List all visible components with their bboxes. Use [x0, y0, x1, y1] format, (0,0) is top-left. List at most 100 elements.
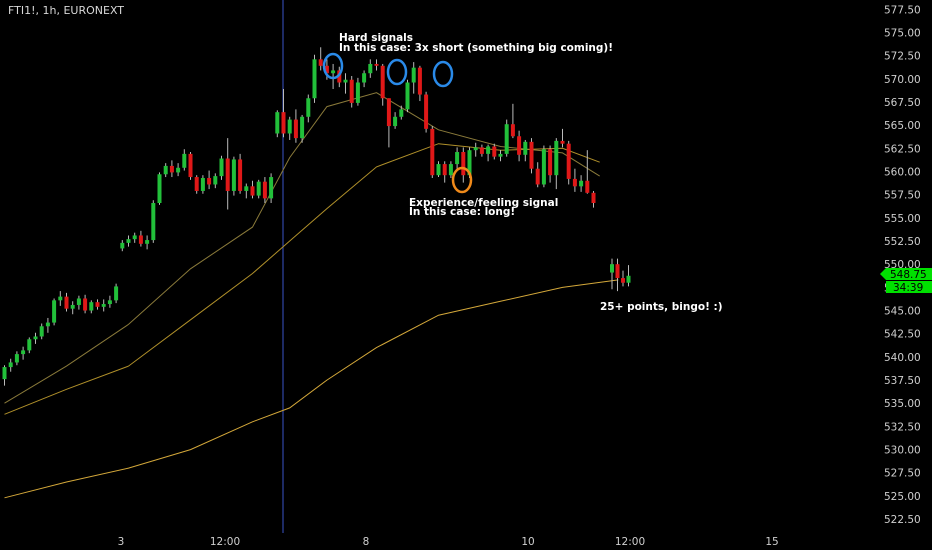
candle: [27, 337, 31, 353]
candle-body: [96, 302, 100, 307]
candle: [455, 147, 459, 168]
candle-body: [393, 117, 397, 126]
candle: [443, 161, 447, 182]
candle-body: [151, 203, 155, 240]
candle: [381, 64, 385, 106]
candle-body: [536, 169, 540, 185]
time-tick-label: 15: [765, 536, 778, 548]
candle-body: [480, 147, 484, 153]
candle-body: [139, 235, 143, 243]
candle-body: [195, 177, 199, 191]
candle: [313, 55, 317, 103]
candle: [182, 149, 186, 170]
candle-body: [430, 129, 434, 175]
candle: [170, 160, 174, 177]
candle-body: [21, 350, 25, 354]
candle: [263, 177, 267, 203]
candle-body: [381, 66, 385, 98]
price-tick-label: 542.50: [884, 329, 921, 341]
candle-body: [3, 367, 7, 379]
candle: [46, 318, 50, 333]
candle-body: [71, 305, 75, 309]
hard-signals-body: In this case: 3x short (something big co…: [339, 43, 613, 54]
candle-body: [344, 80, 348, 83]
candle: [251, 181, 255, 199]
price-tick-label: 575.00: [884, 27, 921, 39]
candle: [530, 138, 534, 173]
candle-body: [9, 362, 13, 367]
price-tick-label: 545.00: [884, 306, 921, 318]
candle: [561, 129, 565, 148]
candle-body: [158, 174, 162, 203]
candle-body: [15, 354, 19, 362]
candle: [579, 175, 583, 192]
candle: [145, 235, 149, 249]
candle: [375, 59, 379, 70]
price-tick-label: 565.00: [884, 120, 921, 132]
candle: [21, 347, 25, 360]
candle-body: [523, 142, 527, 155]
candle: [120, 240, 124, 251]
candle-body: [499, 154, 503, 157]
bar-countdown: 34:39: [893, 282, 923, 294]
candle-body: [288, 120, 292, 134]
candle: [362, 70, 366, 87]
candle-body: [182, 154, 186, 168]
candle-body: [27, 339, 31, 350]
candle: [505, 120, 509, 157]
candle-body: [542, 149, 546, 184]
candle-body: [58, 297, 62, 301]
price-tick-label: 570.00: [884, 74, 921, 86]
candle: [406, 80, 410, 112]
price-tick-label: 572.50: [884, 51, 921, 63]
candle-body: [443, 164, 447, 175]
candle-body: [294, 120, 298, 139]
candle-body: [220, 159, 224, 177]
candle-body: [170, 166, 174, 172]
candle: [492, 144, 496, 160]
candle: [480, 145, 484, 157]
candle: [213, 173, 217, 188]
candle-body: [592, 193, 596, 203]
candle-body: [238, 159, 242, 191]
price-tick-label: 537.50: [884, 375, 921, 387]
candle-body: [449, 164, 453, 175]
candle-body: [52, 300, 56, 322]
candle-body: [46, 323, 50, 327]
candle: [523, 140, 527, 161]
candle: [486, 145, 490, 162]
candle: [71, 301, 75, 314]
candle-body: [424, 95, 428, 129]
candle: [461, 147, 465, 182]
candle-body: [573, 179, 577, 186]
candle: [554, 138, 558, 189]
candle-body: [133, 235, 137, 239]
time-tick-label: 3: [118, 536, 125, 548]
candle: [517, 131, 521, 162]
candle: [306, 95, 310, 123]
time-axis[interactable]: 3 12:00 8 10 12:00 15: [118, 536, 779, 548]
candle-body: [492, 146, 496, 156]
candle-body: [387, 98, 391, 126]
candle-body: [561, 141, 565, 144]
candle-body: [505, 124, 509, 154]
price-tick-label: 535.00: [884, 398, 921, 410]
experience-signal-body: In this case: long!: [409, 207, 515, 218]
candle-body: [120, 243, 124, 249]
candle: [573, 169, 577, 192]
candle: [430, 126, 434, 178]
price-tick-label: 540.00: [884, 352, 921, 364]
candle-body: [34, 336, 38, 339]
candle: [15, 351, 19, 365]
candle: [412, 62, 416, 94]
price-axis[interactable]: 577.50 575.00 572.50 570.00 567.50 565.00 562.…: [884, 4, 921, 526]
price-tick-label: 562.50: [884, 143, 921, 155]
price-tick-label: 567.50: [884, 97, 921, 109]
candle: [393, 112, 397, 129]
candle: [232, 157, 236, 196]
candle: [89, 300, 93, 313]
candle-body: [567, 144, 571, 179]
candle: [34, 333, 38, 344]
candle: [108, 296, 112, 308]
